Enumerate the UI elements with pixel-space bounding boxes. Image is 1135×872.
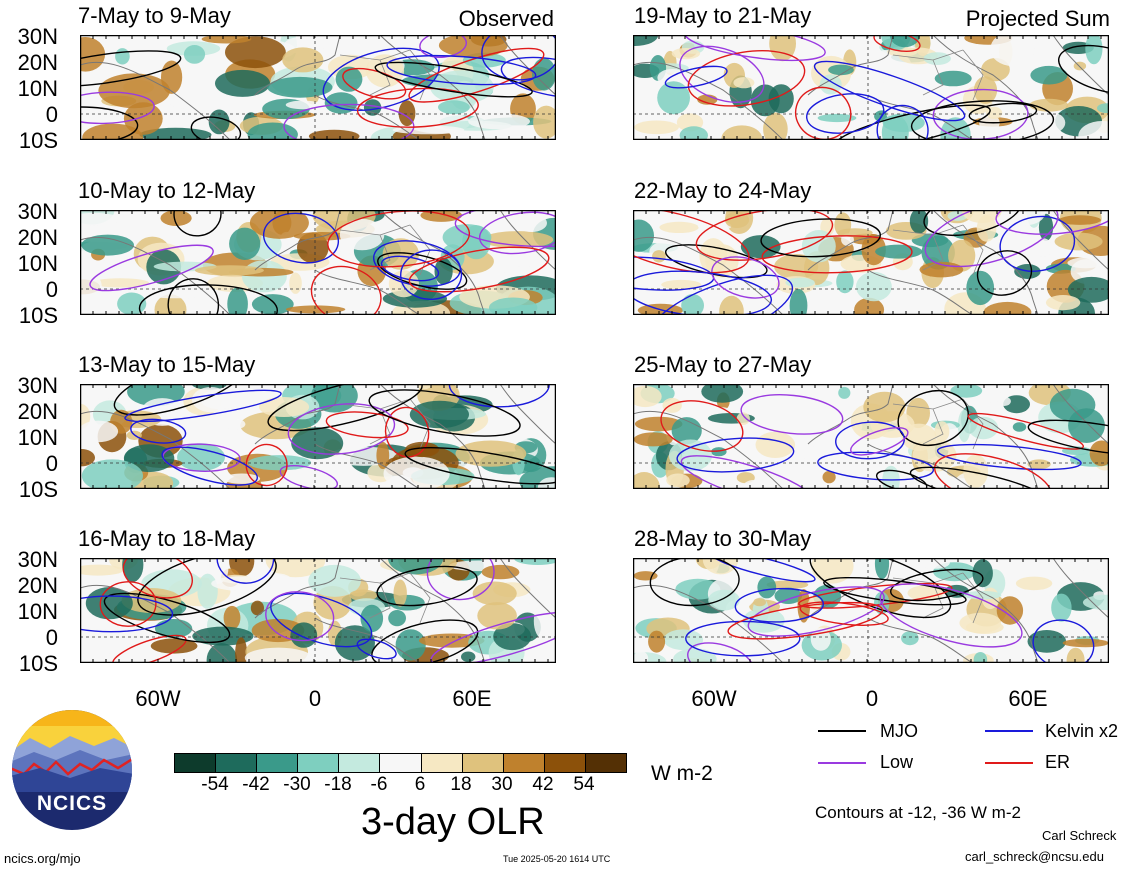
colorbar-swatch bbox=[175, 754, 217, 772]
lat-label: 30N bbox=[17, 547, 58, 572]
panel-title: 16-May to 18-May bbox=[78, 526, 256, 551]
olr-map bbox=[633, 35, 1109, 140]
lat-label: 20N bbox=[17, 50, 58, 75]
colorbar-tick-label: -6 bbox=[370, 774, 388, 795]
colorbar-swatch bbox=[503, 754, 545, 772]
colorbar-swatch bbox=[298, 754, 340, 772]
colorbar-tick-label: 6 bbox=[414, 774, 426, 795]
olr-map bbox=[633, 558, 1109, 663]
panel-title: 25-May to 27-May bbox=[634, 352, 812, 377]
colorbar-swatch bbox=[380, 754, 422, 772]
lat-label: 10S bbox=[18, 477, 58, 502]
olr-map bbox=[633, 384, 1109, 489]
legend-label-low: Low bbox=[880, 752, 914, 772]
panel-title: 7-May to 9-May bbox=[78, 3, 231, 28]
colorbar-tick-label: -42 bbox=[242, 774, 270, 795]
colorbar-units: W m-2 bbox=[651, 762, 713, 785]
colorbar bbox=[174, 753, 627, 773]
legend-label-kelvin: Kelvin x2 bbox=[1045, 721, 1119, 741]
site-link[interactable]: ncics.org/mjo bbox=[4, 851, 81, 866]
panel-tag: Projected Sum bbox=[965, 6, 1110, 31]
colorbar-tick-label: 42 bbox=[532, 774, 554, 795]
panel-title: 28-May to 30-May bbox=[634, 526, 812, 551]
colorbar-swatch bbox=[544, 754, 586, 772]
lat-label: 0 bbox=[45, 451, 58, 476]
logo-text: NCICS bbox=[36, 792, 108, 815]
olr-map bbox=[80, 558, 556, 663]
legend-label-er: ER bbox=[1045, 752, 1071, 772]
contours-note: Contours at -12, -36 W m-2 bbox=[815, 803, 1021, 822]
lat-label: 10S bbox=[18, 651, 58, 676]
lat-label: 10N bbox=[17, 76, 58, 101]
lat-label: 10N bbox=[17, 599, 58, 624]
logo-emblem-icon bbox=[12, 710, 132, 830]
lat-label: 20N bbox=[17, 573, 58, 598]
lon-label: 60W bbox=[691, 686, 737, 711]
olr-map bbox=[80, 210, 556, 315]
ncics-logo: NCICS bbox=[10, 708, 134, 832]
colorbar-swatch bbox=[585, 754, 627, 772]
colorbar-tick-label: -30 bbox=[283, 774, 311, 795]
panel-title: 10-May to 12-May bbox=[78, 178, 256, 203]
legend-label-mjo: MJO bbox=[880, 721, 918, 741]
author-name: Carl Schreck bbox=[1042, 828, 1117, 843]
lat-label: 0 bbox=[45, 102, 58, 127]
olr-map bbox=[80, 35, 556, 140]
timestamp: Tue 2025-05-20 1614 UTC bbox=[503, 854, 611, 864]
colorbar-swatch bbox=[216, 754, 258, 772]
lat-label: 10N bbox=[17, 425, 58, 450]
lon-label: 60E bbox=[1008, 686, 1048, 711]
lat-label: 30N bbox=[17, 199, 58, 224]
colorbar-tick-label: 54 bbox=[573, 774, 595, 795]
lat-label: 20N bbox=[17, 225, 58, 250]
lat-label: 30N bbox=[17, 373, 58, 398]
lon-label: 0 bbox=[865, 686, 879, 711]
lat-label: 0 bbox=[45, 277, 58, 302]
lat-label: 10N bbox=[17, 251, 58, 276]
panel-title: 19-May to 21-May bbox=[634, 3, 812, 28]
lon-label: 60E bbox=[452, 686, 492, 711]
legend-swatch-er bbox=[985, 762, 1033, 764]
panel-title: 13-May to 15-May bbox=[78, 352, 256, 377]
lat-label: 20N bbox=[17, 399, 58, 424]
colorbar-title: 3-day OLR bbox=[361, 801, 545, 843]
colorbar-tick-label: 30 bbox=[491, 774, 513, 795]
lat-label: 0 bbox=[45, 625, 58, 650]
legend-swatch-low bbox=[818, 762, 866, 764]
colorbar-tick-label: -18 bbox=[324, 774, 352, 795]
olr-map bbox=[80, 384, 556, 489]
lat-label: 30N bbox=[17, 24, 58, 49]
lon-label: 0 bbox=[308, 686, 322, 711]
lat-label: 10S bbox=[18, 128, 58, 153]
colorbar-tick-label: -54 bbox=[201, 774, 229, 795]
lon-label: 60W bbox=[135, 686, 181, 711]
colorbar-tick-label: 18 bbox=[450, 774, 472, 795]
colorbar-swatch bbox=[339, 754, 381, 772]
panel-title: 22-May to 24-May bbox=[634, 178, 812, 203]
lat-label: 10S bbox=[18, 303, 58, 328]
legend-swatch-kelvin bbox=[985, 730, 1033, 732]
colorbar-swatch bbox=[421, 754, 463, 772]
colorbar-swatch bbox=[462, 754, 504, 772]
author-email: carl_schreck@ncsu.edu bbox=[965, 849, 1104, 864]
olr-map bbox=[633, 210, 1109, 315]
panel-tag: Observed bbox=[458, 6, 554, 31]
colorbar-swatch bbox=[257, 754, 299, 772]
legend-swatch-mjo bbox=[818, 730, 866, 732]
